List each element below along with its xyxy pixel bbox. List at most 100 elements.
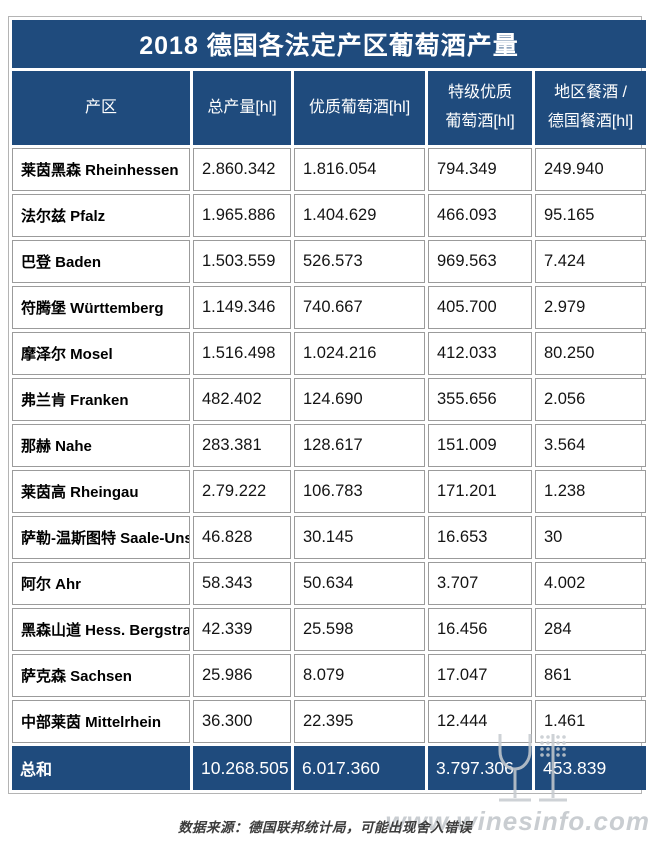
column-header-table-wine: 地区餐酒 / 德国餐酒[hl] bbox=[535, 71, 647, 145]
table-frame: 2018 德国各法定产区葡萄酒产量 产区 总产量[hl] 优质葡萄酒[hl] 特… bbox=[8, 16, 647, 794]
table-row: 阿尔 Ahr 58.343 50.634 3.707 4.002 bbox=[12, 562, 647, 605]
quality-wine-sum-cell: 6.017.360 bbox=[294, 746, 425, 790]
title-row: 2018 德国各法定产区葡萄酒产量 bbox=[12, 20, 647, 68]
table-title: 2018 德国各法定产区葡萄酒产量 bbox=[12, 20, 647, 68]
quality-wine-cell: 30.145 bbox=[294, 516, 425, 559]
total-production-cell: 283.381 bbox=[193, 424, 291, 467]
quality-wine-cell: 124.690 bbox=[294, 378, 425, 421]
total-production-cell: 1.516.498 bbox=[193, 332, 291, 375]
column-header-label: 产区 bbox=[84, 98, 117, 116]
total-production-cell: 42.339 bbox=[193, 608, 291, 651]
table-row: 法尔兹 Pfalz 1.965.886 1.404.629 466.093 95… bbox=[12, 194, 647, 237]
quality-wine-cell: 25.598 bbox=[294, 608, 425, 651]
table-wine-cell: 30 bbox=[535, 516, 647, 559]
table-wine-cell: 95.165 bbox=[535, 194, 647, 237]
table-wine-cell: 2.979 bbox=[535, 286, 647, 329]
region-cell: 法尔兹 Pfalz bbox=[12, 194, 190, 237]
header-row: 产区 总产量[hl] 优质葡萄酒[hl] 特级优质葡萄酒[hl] 地区餐酒 / 德… bbox=[12, 71, 647, 145]
column-header-label-line2: 德国餐酒[hl] bbox=[547, 113, 634, 130]
region-cell: 中部莱茵 Mittelrhein bbox=[12, 700, 190, 743]
column-header-total-production: 总产量[hl] bbox=[193, 71, 291, 145]
total-production-cell: 2.79.222 bbox=[193, 470, 291, 513]
table-wine-cell: 3.564 bbox=[535, 424, 647, 467]
quality-wine-cell: 128.617 bbox=[294, 424, 425, 467]
table-wine-sum-cell: 453.839 bbox=[535, 746, 647, 790]
region-cell: 那赫 Nahe bbox=[12, 424, 190, 467]
region-cell: 萨勒-温斯图特 Saale-Unstrut bbox=[12, 516, 190, 559]
region-cell: 巴登 Baden bbox=[12, 240, 190, 283]
table-wine-cell: 861 bbox=[535, 654, 647, 697]
table-wine-cell: 4.002 bbox=[535, 562, 647, 605]
table-row: 符腾堡 Württemberg 1.149.346 740.667 405.70… bbox=[12, 286, 647, 329]
premium-wine-cell: 355.656 bbox=[428, 378, 532, 421]
region-cell: 摩泽尔 Mosel bbox=[12, 332, 190, 375]
column-header-label-line2: 葡萄酒[hl] bbox=[445, 113, 515, 130]
premium-wine-cell: 3.707 bbox=[428, 562, 532, 605]
total-production-cell: 482.402 bbox=[193, 378, 291, 421]
premium-wine-cell: 171.201 bbox=[428, 470, 532, 513]
region-cell: 符腾堡 Württemberg bbox=[12, 286, 190, 329]
region-cell: 莱茵黑森 Rheinhessen bbox=[12, 148, 190, 191]
table-row: 摩泽尔 Mosel 1.516.498 1.024.216 412.033 80… bbox=[12, 332, 647, 375]
region-cell: 萨克森 Sachsen bbox=[12, 654, 190, 697]
table-wine-cell: 1.238 bbox=[535, 470, 647, 513]
column-header-region: 产区 bbox=[12, 71, 190, 145]
column-header-premium-wine: 特级优质葡萄酒[hl] bbox=[428, 71, 532, 145]
quality-wine-cell: 8.079 bbox=[294, 654, 425, 697]
quality-wine-cell: 740.667 bbox=[294, 286, 425, 329]
premium-wine-cell: 12.444 bbox=[428, 700, 532, 743]
total-production-cell: 46.828 bbox=[193, 516, 291, 559]
table-row: 莱茵高 Rheingau 2.79.222 106.783 171.201 1.… bbox=[12, 470, 647, 513]
quality-wine-cell: 22.395 bbox=[294, 700, 425, 743]
column-header-label: 优质葡萄酒[hl] bbox=[308, 98, 411, 116]
table-row: 莱茵黑森 Rheinhessen 2.860.342 1.816.054 794… bbox=[12, 148, 647, 191]
table-wine-cell: 249.940 bbox=[535, 148, 647, 191]
total-production-cell: 2.860.342 bbox=[193, 148, 291, 191]
premium-wine-cell: 969.563 bbox=[428, 240, 532, 283]
premium-wine-cell: 466.093 bbox=[428, 194, 532, 237]
total-production-cell: 25.986 bbox=[193, 654, 291, 697]
column-header-label: 总产量[hl] bbox=[207, 98, 277, 116]
production-table: 2018 德国各法定产区葡萄酒产量 产区 总产量[hl] 优质葡萄酒[hl] 特… bbox=[9, 17, 649, 793]
total-production-cell: 1.149.346 bbox=[193, 286, 291, 329]
table-wine-cell: 284 bbox=[535, 608, 647, 651]
premium-wine-cell: 412.033 bbox=[428, 332, 532, 375]
table-wine-cell: 2.056 bbox=[535, 378, 647, 421]
premium-wine-cell: 16.653 bbox=[428, 516, 532, 559]
table-row: 弗兰肯 Franken 482.402 124.690 355.656 2.05… bbox=[12, 378, 647, 421]
region-cell: 阿尔 Ahr bbox=[12, 562, 190, 605]
total-production-cell: 58.343 bbox=[193, 562, 291, 605]
premium-wine-sum-cell: 3.797.306 bbox=[428, 746, 532, 790]
total-production-cell: 1.503.559 bbox=[193, 240, 291, 283]
table-row: 黑森山道 Hess. Bergstraße 42.339 25.598 16.4… bbox=[12, 608, 647, 651]
table-row: 巴登 Baden 1.503.559 526.573 969.563 7.424 bbox=[12, 240, 647, 283]
total-row: 总和 10.268.505 6.017.360 3.797.306 453.83… bbox=[12, 746, 647, 790]
table-row: 萨勒-温斯图特 Saale-Unstrut 46.828 30.145 16.6… bbox=[12, 516, 647, 559]
table-row: 中部莱茵 Mittelrhein 36.300 22.395 12.444 1.… bbox=[12, 700, 647, 743]
region-cell: 弗兰肯 Franken bbox=[12, 378, 190, 421]
premium-wine-cell: 17.047 bbox=[428, 654, 532, 697]
premium-wine-cell: 794.349 bbox=[428, 148, 532, 191]
quality-wine-cell: 1.404.629 bbox=[294, 194, 425, 237]
column-header-quality-wine: 优质葡萄酒[hl] bbox=[294, 71, 425, 145]
table-wine-cell: 1.461 bbox=[535, 700, 647, 743]
premium-wine-cell: 16.456 bbox=[428, 608, 532, 651]
total-production-cell: 1.965.886 bbox=[193, 194, 291, 237]
premium-wine-cell: 405.700 bbox=[428, 286, 532, 329]
quality-wine-cell: 526.573 bbox=[294, 240, 425, 283]
region-cell: 莱茵高 Rheingau bbox=[12, 470, 190, 513]
total-label-cell: 总和 bbox=[12, 746, 190, 790]
total-production-sum-cell: 10.268.505 bbox=[193, 746, 291, 790]
table-wine-cell: 80.250 bbox=[535, 332, 647, 375]
table-row: 那赫 Nahe 283.381 128.617 151.009 3.564 bbox=[12, 424, 647, 467]
total-production-cell: 36.300 bbox=[193, 700, 291, 743]
premium-wine-cell: 151.009 bbox=[428, 424, 532, 467]
column-header-label-line1: 特级优质 bbox=[447, 84, 512, 102]
table-wine-cell: 7.424 bbox=[535, 240, 647, 283]
quality-wine-cell: 1.024.216 bbox=[294, 332, 425, 375]
quality-wine-cell: 106.783 bbox=[294, 470, 425, 513]
column-header-label-line1: 地区餐酒 / bbox=[554, 84, 627, 102]
quality-wine-cell: 1.816.054 bbox=[294, 148, 425, 191]
region-cell: 黑森山道 Hess. Bergstraße bbox=[12, 608, 190, 651]
